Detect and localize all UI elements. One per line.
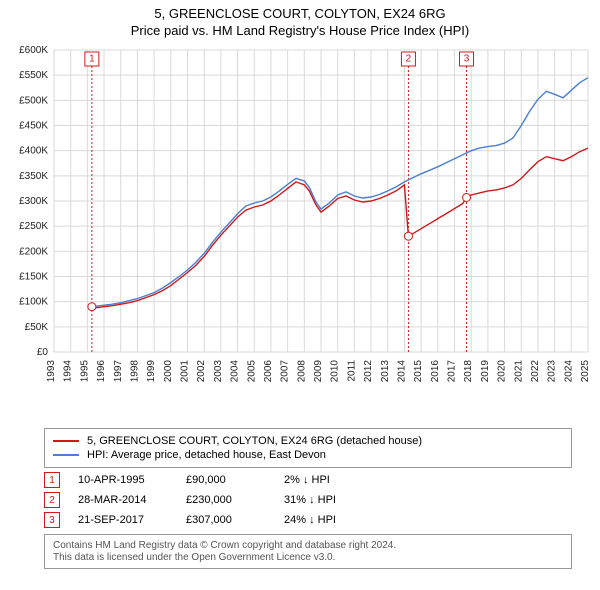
x-tick-label: 2010 [330, 360, 341, 383]
y-tick-label: £600K [19, 45, 48, 56]
x-tick-label: 2023 [547, 360, 558, 383]
x-tick-label: 2005 [246, 360, 257, 383]
x-tick-label: 1999 [146, 360, 157, 383]
y-tick-label: £550K [19, 70, 48, 81]
x-tick-label: 2002 [196, 360, 207, 383]
y-tick-label: £450K [19, 121, 48, 132]
chart-titles: 5, GREENCLOSE COURT, COLYTON, EX24 6RG P… [0, 6, 600, 38]
x-tick-label: 1996 [96, 360, 107, 383]
event-price: £230,000 [186, 494, 266, 506]
x-tick-label: 2017 [447, 360, 458, 383]
event-hpi-diff: 31% ↓ HPI [284, 494, 336, 506]
y-tick-label: £350K [19, 171, 48, 182]
event-row: 1 10-APR-1995 £90,000 2% ↓ HPI [44, 472, 572, 488]
event-hpi-diff: 24% ↓ HPI [284, 514, 336, 526]
x-tick-label: 2004 [230, 360, 241, 383]
y-tick-label: £0 [37, 347, 49, 358]
legend: 5, GREENCLOSE COURT, COLYTON, EX24 6RG (… [44, 428, 572, 468]
y-tick-label: £250K [19, 221, 48, 232]
x-tick-label: 1998 [129, 360, 140, 383]
sale-marker-number: 3 [464, 54, 470, 65]
sale-dot [88, 303, 96, 311]
legend-row: 5, GREENCLOSE COURT, COLYTON, EX24 6RG (… [53, 435, 563, 447]
x-tick-label: 2013 [380, 360, 391, 383]
legend-label: HPI: Average price, detached house, East… [87, 449, 326, 461]
event-price: £307,000 [186, 514, 266, 526]
x-tick-label: 2025 [580, 360, 591, 383]
y-tick-label: £200K [19, 246, 48, 257]
footer-line-2: This data is licensed under the Open Gov… [53, 552, 563, 563]
sale-marker-number: 2 [406, 54, 412, 65]
event-marker: 2 [44, 492, 60, 508]
footer-line-1: Contains HM Land Registry data © Crown c… [53, 540, 563, 551]
x-tick-label: 2014 [396, 360, 407, 383]
x-tick-label: 2024 [563, 360, 574, 383]
sale-dot [463, 193, 471, 201]
x-tick-label: 2019 [480, 360, 491, 383]
x-tick-label: 2001 [180, 360, 191, 383]
event-row: 3 21-SEP-2017 £307,000 24% ↓ HPI [44, 512, 572, 528]
legend-label: 5, GREENCLOSE COURT, COLYTON, EX24 6RG (… [87, 435, 422, 447]
series-property [92, 148, 588, 308]
title-sub: Price paid vs. HM Land Registry's House … [0, 23, 600, 38]
y-tick-label: £50K [25, 322, 49, 333]
legend-row: HPI: Average price, detached house, East… [53, 449, 563, 461]
y-tick-label: £150K [19, 272, 48, 283]
event-hpi-diff: 2% ↓ HPI [284, 474, 330, 486]
x-tick-label: 2000 [163, 360, 174, 383]
price-chart: £0 £50K £100K £150K £200K £250K £300K £350K £400… [0, 42, 600, 422]
title-main: 5, GREENCLOSE COURT, COLYTON, EX24 6RG [0, 6, 600, 21]
x-tick-label: 2008 [296, 360, 307, 383]
chart-container: 5, GREENCLOSE COURT, COLYTON, EX24 6RG P… [0, 6, 600, 569]
event-marker: 1 [44, 472, 60, 488]
y-tick-label: £400K [19, 146, 48, 157]
x-tick-label: 2009 [313, 360, 324, 383]
x-tick-label: 1995 [79, 360, 90, 383]
sale-marker-number: 1 [89, 54, 95, 65]
y-tick-label: £500K [19, 95, 48, 106]
x-tick-label: 2007 [280, 360, 291, 383]
x-tick-label: 2003 [213, 360, 224, 383]
y-tick-label: £100K [19, 297, 48, 308]
x-tick-label: 2022 [530, 360, 541, 383]
x-tick-label: 1994 [63, 360, 74, 383]
x-tick-label: 2006 [263, 360, 274, 383]
x-tick-label: 2016 [430, 360, 441, 383]
legend-swatch [53, 454, 79, 456]
attribution-footer: Contains HM Land Registry data © Crown c… [44, 534, 572, 569]
x-tick-label: 2018 [463, 360, 474, 383]
legend-swatch [53, 440, 79, 442]
sale-dot [404, 232, 412, 240]
event-date: 21-SEP-2017 [78, 514, 168, 526]
event-date: 10-APR-1995 [78, 474, 168, 486]
event-row: 2 28-MAR-2014 £230,000 31% ↓ HPI [44, 492, 572, 508]
event-price: £90,000 [186, 474, 266, 486]
event-date: 28-MAR-2014 [78, 494, 168, 506]
event-marker: 3 [44, 512, 60, 528]
x-tick-label: 2012 [363, 360, 374, 383]
x-tick-label: 2020 [497, 360, 508, 383]
x-tick-label: 2011 [346, 360, 357, 382]
y-tick-label: £300K [19, 196, 48, 207]
sale-events-table: 1 10-APR-1995 £90,000 2% ↓ HPI 2 28-MAR-2014 £… [44, 472, 572, 528]
x-tick-label: 2021 [513, 360, 524, 383]
x-tick-label: 1997 [113, 360, 124, 383]
x-tick-label: 1993 [46, 360, 57, 383]
x-tick-label: 2015 [413, 360, 424, 383]
